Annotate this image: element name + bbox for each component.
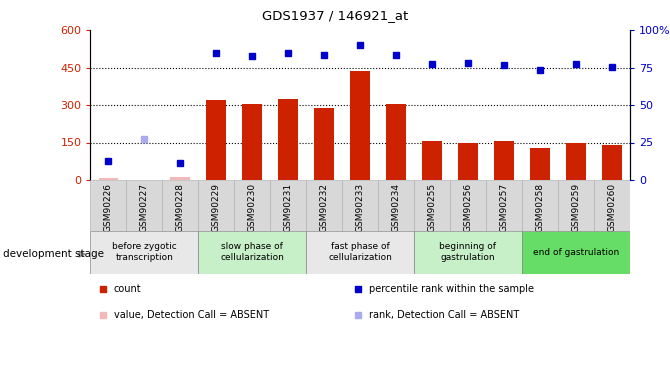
Bar — [270, 180, 306, 231]
Text: beginning of
gastrulation: beginning of gastrulation — [440, 243, 496, 262]
Text: fast phase of
cellularization: fast phase of cellularization — [328, 243, 392, 262]
Bar — [594, 180, 630, 231]
Text: GSM90232: GSM90232 — [320, 183, 329, 231]
Text: GSM90257: GSM90257 — [499, 183, 509, 232]
Text: before zygotic
transcription: before zygotic transcription — [112, 243, 177, 262]
Bar — [566, 142, 586, 180]
Bar — [350, 71, 370, 180]
Bar — [494, 141, 514, 180]
Bar — [558, 180, 594, 231]
Text: GSM90226: GSM90226 — [104, 183, 113, 231]
Text: end of gastrulation: end of gastrulation — [533, 248, 619, 256]
Bar — [422, 141, 442, 180]
Text: GDS1937 / 146921_at: GDS1937 / 146921_at — [262, 9, 408, 22]
Bar — [170, 177, 190, 180]
Text: GSM90255: GSM90255 — [427, 183, 437, 232]
Bar — [414, 231, 522, 274]
Text: GSM90228: GSM90228 — [176, 183, 185, 231]
Bar — [314, 108, 334, 180]
Bar — [90, 231, 198, 274]
Text: GSM90227: GSM90227 — [140, 183, 149, 231]
Bar — [414, 180, 450, 231]
Text: rank, Detection Call = ABSENT: rank, Detection Call = ABSENT — [369, 310, 519, 320]
Bar — [127, 180, 162, 231]
Bar — [602, 145, 622, 180]
Bar — [522, 180, 558, 231]
Bar — [530, 147, 550, 180]
Text: percentile rank within the sample: percentile rank within the sample — [369, 284, 533, 294]
Text: GSM90233: GSM90233 — [356, 183, 364, 232]
Text: GSM90256: GSM90256 — [464, 183, 472, 232]
Text: GSM90231: GSM90231 — [283, 183, 293, 232]
Text: GSM90259: GSM90259 — [572, 183, 580, 232]
Bar — [206, 100, 226, 180]
Text: development stage: development stage — [3, 249, 105, 259]
Bar — [486, 180, 522, 231]
Text: GSM90234: GSM90234 — [391, 183, 401, 231]
Bar — [378, 180, 414, 231]
Bar — [90, 180, 127, 231]
Bar — [98, 177, 119, 180]
Bar — [386, 104, 406, 180]
Bar — [458, 142, 478, 180]
Bar — [243, 104, 262, 180]
Bar — [342, 180, 378, 231]
Text: GSM90258: GSM90258 — [535, 183, 545, 232]
Text: value, Detection Call = ABSENT: value, Detection Call = ABSENT — [114, 310, 269, 320]
Bar — [522, 231, 630, 274]
Bar — [234, 180, 270, 231]
Bar — [162, 180, 198, 231]
Bar — [450, 180, 486, 231]
Bar — [306, 180, 342, 231]
Bar — [278, 99, 298, 180]
Text: slow phase of
cellularization: slow phase of cellularization — [220, 243, 284, 262]
Bar — [306, 231, 414, 274]
Bar — [198, 180, 234, 231]
Text: GSM90260: GSM90260 — [607, 183, 616, 232]
Text: GSM90229: GSM90229 — [212, 183, 221, 231]
Bar — [198, 231, 306, 274]
Text: GSM90230: GSM90230 — [248, 183, 257, 232]
Text: count: count — [114, 284, 141, 294]
